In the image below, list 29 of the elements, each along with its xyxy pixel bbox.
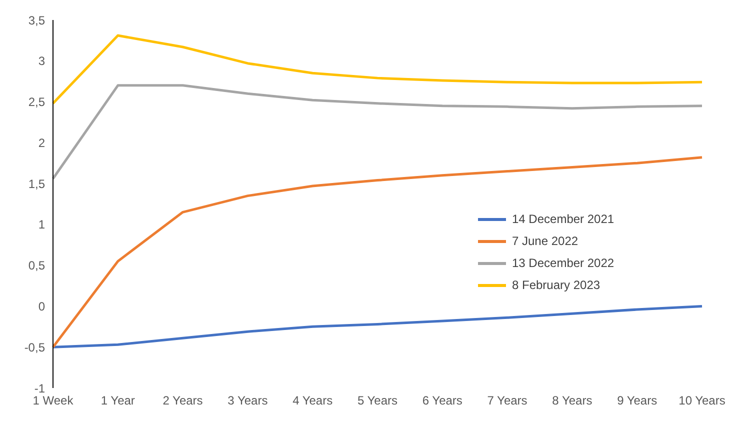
y-tick-label: 0,5 bbox=[28, 258, 46, 273]
x-tick-label: 8 Years bbox=[552, 394, 592, 408]
x-tick-label: 1 Week bbox=[32, 394, 74, 408]
y-tick-label: 2 bbox=[38, 136, 46, 150]
y-tick-label: -1 bbox=[34, 381, 46, 396]
y-tick-label: 2,5 bbox=[28, 95, 46, 110]
legend-label: 14 December 2021 bbox=[512, 212, 614, 226]
line-series bbox=[52, 84, 704, 180]
x-tick-label: 5 Years bbox=[357, 394, 398, 408]
legend-label: 7 June 2022 bbox=[512, 234, 578, 248]
legend-label: 8 February 2023 bbox=[512, 278, 600, 292]
x-tick-label: 4 Years bbox=[292, 394, 333, 408]
x-tick-label: 6 Years bbox=[422, 394, 462, 408]
x-tick-label: 9 Years bbox=[617, 394, 658, 408]
x-tick-label: 1 Year bbox=[100, 394, 135, 408]
y-tick-label: 3 bbox=[38, 54, 46, 68]
x-tick-label: 7 Years bbox=[487, 394, 528, 408]
x-tick-label: 10 Years bbox=[678, 394, 726, 408]
line-series bbox=[52, 156, 704, 348]
y-tick-label: 0 bbox=[38, 299, 46, 314]
line-series bbox=[52, 34, 704, 105]
y-tick-label: 3,5 bbox=[28, 13, 46, 28]
y-tick-label: 1,5 bbox=[28, 176, 46, 191]
x-tick-label: 2 Years bbox=[162, 394, 203, 408]
x-tick-label: 3 Years bbox=[228, 394, 268, 408]
legend-label: 13 December 2022 bbox=[512, 256, 614, 270]
y-tick-label: 1 bbox=[38, 218, 46, 232]
line-series bbox=[52, 304, 704, 348]
y-tick-label: -0,5 bbox=[24, 340, 46, 354]
